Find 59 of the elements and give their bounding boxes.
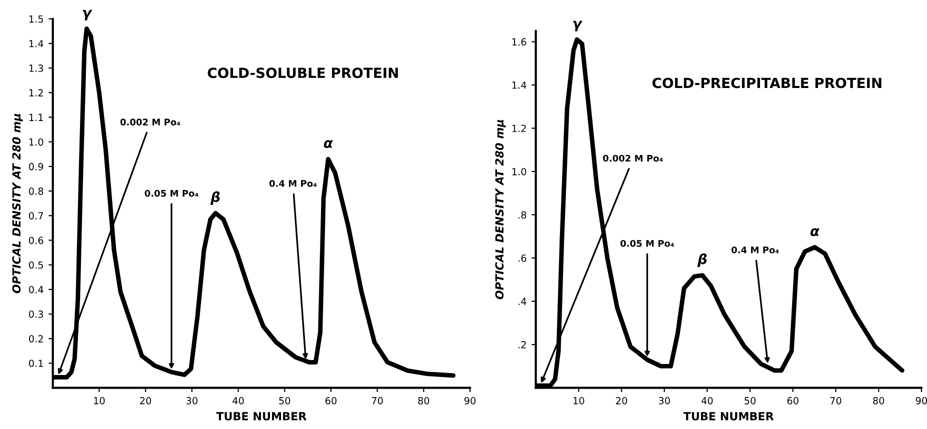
y-tick-label: 1.3 [29,64,44,72]
y-tick-label: 0.4 [28,286,44,294]
y-tick-label: 1.4 [29,40,44,48]
x-tick-label: 50 [279,397,290,404]
x-tick-label: 10 [94,397,105,404]
x-tick-label: 20 [140,397,152,404]
annotation: β [210,191,220,205]
y-tick-label: 0.8 [28,188,44,195]
y-tick-label: 0.7 [28,212,43,220]
y-axis-title: OPTICAL DENSITY AT 280 mμ [12,114,23,294]
x-tick-label: 50 [744,397,756,404]
y-tick-label: .4 [518,298,526,305]
y-axis-title: OPTICAL DENSITY AT 280 mμ [495,120,506,300]
x-tick-label: 80 [418,397,430,404]
y-tick-label: 1.4 [512,82,526,89]
y-tick-label: 1.1 [29,114,43,121]
y-tick-label: 1.5 [29,15,43,23]
x-tick-label: 60 [787,397,798,404]
x-axis-title: TUBE NUMBER [683,412,774,420]
annotation: 0.4 M Po₄ [732,246,779,254]
text: COLD-PRECIPITABLE PROTEIN [652,78,882,88]
y-tick-label: 1.0 [29,138,44,146]
y-tick-label: 1.0 [512,168,526,176]
annotation: α [810,228,820,236]
y-tick-label: 0.5 [28,261,43,269]
annotation: γ [82,10,92,20]
x-tick-label: 70 [372,397,383,404]
y-tick-label: 1.6 [512,38,526,46]
x-tick-label: 70 [830,397,842,404]
annotation: γ [573,20,582,32]
annotation: 0.05 M Po₄ [144,190,198,197]
x-tick-label: 90 [916,397,927,404]
x-tick-label: 60 [325,397,336,404]
annotation: 0.002 M Po₄ [120,118,180,126]
y-tick-label: 0.3 [28,310,44,318]
x-tick-label: 40 [232,397,244,404]
y-tick-label: 0.1 [28,360,43,368]
x-tick-label: 80 [873,397,884,404]
annotation: 0.4 M Po₄ [269,180,317,187]
x-tick-label: 40 [701,397,713,404]
y-tick-label: 1.2 [512,124,526,132]
y-tick-label: .2 [518,341,526,348]
y-tick-label: 0.6 [28,236,44,244]
x-tick-label: 30 [658,397,670,404]
y-tick-label: .6 [518,254,526,262]
text: COLD-SOLUBLE PROTEIN [208,68,398,78]
y-tick-label: .8 [518,211,526,219]
annotation: 0.05 M Po₄ [620,240,674,247]
annotation: 0.002 M Po₄ [603,154,663,162]
y-tick-label: 1.2 [29,89,43,96]
x-tick-label: 20 [616,397,628,404]
annotation: α [324,140,333,148]
x-tick-label: 10 [574,397,584,404]
y-tick-label: 0.2 [28,335,43,342]
annotation: β [697,253,707,267]
x-tick-label: 90 [464,397,476,404]
x-axis-title: TUBE NUMBER [216,412,306,420]
x-tick-label: 30 [186,397,198,404]
y-tick-label: 0.9 [28,162,44,170]
